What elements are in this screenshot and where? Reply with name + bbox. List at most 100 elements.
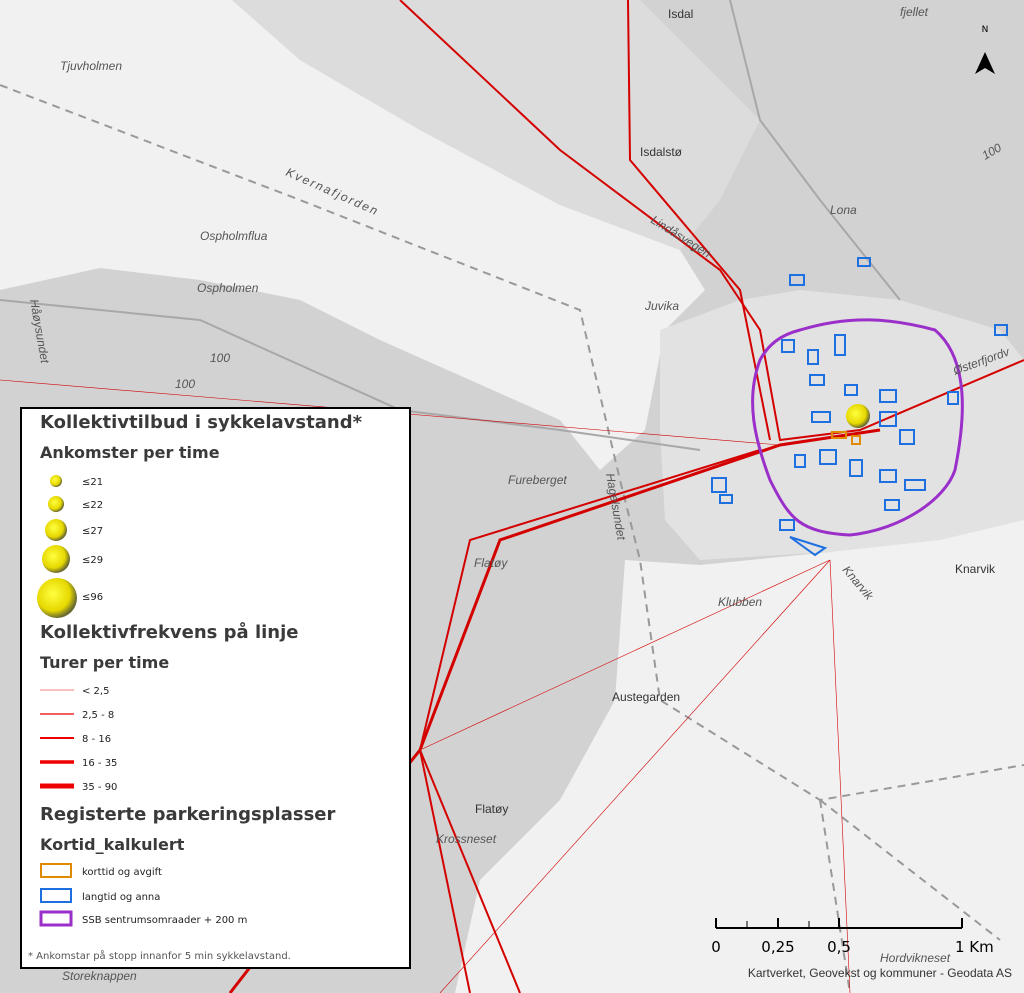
place-labels: Isdalstø bbox=[640, 145, 683, 159]
place-labels: Ospholmflua bbox=[200, 229, 268, 243]
parking-area bbox=[899, 429, 915, 445]
parking-area bbox=[904, 479, 926, 491]
stops-classes: ≤96 bbox=[82, 592, 103, 603]
attribution: Kartverket, Geovekst og kommuner - Geoda… bbox=[748, 966, 1012, 980]
parking-title: Registerte parkeringsplasser bbox=[40, 804, 336, 825]
parking-short bbox=[831, 431, 847, 439]
parking-classes: korttid og avgift bbox=[82, 867, 162, 878]
legend bbox=[50, 475, 62, 487]
transit-line bbox=[829, 559, 851, 993]
stops-subtitle: Ankomster per time bbox=[40, 443, 220, 462]
parking-area bbox=[834, 334, 846, 356]
parking-area bbox=[947, 391, 959, 405]
dashed-boundary bbox=[819, 799, 1001, 941]
parking-subtitle: Kortid_kalkulert bbox=[40, 835, 185, 854]
lines-classes: 2,5 - 8 bbox=[82, 710, 114, 721]
legend bbox=[40, 863, 72, 878]
transit-line bbox=[419, 749, 521, 993]
parking-area bbox=[781, 339, 795, 353]
centre-zone bbox=[751, 318, 964, 537]
scale-bar: 0 0,25 0,5 1 Km bbox=[711, 918, 994, 956]
place-labels: Krossneset bbox=[436, 832, 497, 846]
transit-line bbox=[627, 0, 771, 441]
scale-bar: 0,5 bbox=[827, 938, 851, 956]
parking-area bbox=[857, 257, 871, 267]
place-labels: Lona bbox=[830, 203, 857, 217]
legend bbox=[45, 519, 67, 541]
parking-area bbox=[711, 257, 1008, 557]
stops-classes: ≤21 bbox=[82, 477, 103, 488]
legend bbox=[40, 888, 72, 903]
place-labels: Juvika bbox=[644, 299, 679, 313]
place-labels: 100 bbox=[175, 377, 195, 391]
parking-short bbox=[851, 435, 861, 445]
place-labels: Hordvikneset bbox=[880, 951, 951, 965]
parking-classes: SSB sentrumsomraader + 200 m bbox=[82, 915, 247, 926]
parking-area bbox=[779, 519, 795, 531]
north-arrow bbox=[975, 52, 995, 74]
legend bbox=[39, 910, 73, 927]
parking-area bbox=[794, 454, 806, 468]
place-labels: Ospholmen bbox=[197, 281, 259, 295]
stops-classes: ≤22 bbox=[82, 500, 103, 511]
lines-classes: 8 - 16 bbox=[82, 734, 111, 745]
parking-area bbox=[809, 374, 825, 386]
stops-title: Kollektivtilbud i sykkelavstand* bbox=[40, 412, 363, 433]
parking-area bbox=[711, 477, 727, 493]
place-labels: Fureberget bbox=[508, 473, 567, 487]
dashed-boundary bbox=[0, 84, 1024, 802]
scale-bar: 1 Km bbox=[955, 938, 994, 956]
parking-short bbox=[831, 431, 861, 445]
parking-classes: langtid og anna bbox=[82, 892, 160, 903]
legend: Kollektivtilbud i sykkelavstand* Ankomst… bbox=[20, 407, 411, 969]
transit-line bbox=[419, 749, 471, 993]
parking-area bbox=[719, 494, 733, 504]
parking-area bbox=[994, 324, 1008, 336]
terrain bbox=[455, 520, 1024, 993]
place-labels: Storeknappen bbox=[62, 969, 137, 983]
parking-area bbox=[789, 274, 805, 286]
legend bbox=[42, 545, 70, 573]
stops-classes: ≤29 bbox=[82, 555, 103, 566]
north-arrow: N bbox=[975, 25, 995, 74]
scale-bar: 0 bbox=[711, 938, 721, 956]
transit-line bbox=[419, 449, 761, 751]
transit-line bbox=[419, 559, 831, 751]
transit-line bbox=[439, 559, 831, 993]
parking-area bbox=[879, 389, 897, 403]
legend bbox=[48, 496, 64, 512]
footnote: * Ankomstar på stopp innanfor 5 min sykk… bbox=[28, 949, 291, 962]
place-labels: Austegarden bbox=[612, 690, 680, 704]
north-label: N bbox=[982, 25, 989, 35]
parking-area bbox=[879, 411, 897, 427]
transit-line bbox=[399, 0, 1024, 442]
road bbox=[729, 0, 901, 301]
dashed-boundary bbox=[0, 84, 1024, 993]
parking-area bbox=[789, 536, 828, 557]
scale-bar: 0,25 bbox=[761, 938, 794, 956]
parking-area bbox=[884, 499, 900, 511]
terrain bbox=[660, 290, 1024, 560]
parking-area bbox=[849, 459, 863, 477]
place-labels: Klubben bbox=[718, 595, 762, 609]
place-labels: 100 bbox=[210, 351, 230, 365]
legend bbox=[37, 578, 77, 618]
lines-title: Kollektivfrekvens på linje bbox=[40, 621, 298, 643]
place-labels: fjellet bbox=[900, 5, 929, 19]
parking-area bbox=[844, 384, 858, 396]
stop bbox=[846, 404, 870, 428]
place-labels: Knarvik bbox=[955, 562, 996, 576]
stops-classes: ≤27 bbox=[82, 526, 103, 537]
place-labels: Tjuvholmen bbox=[60, 59, 122, 73]
parking-area bbox=[879, 469, 897, 483]
place-labels: Isdal bbox=[668, 7, 693, 21]
parking-area bbox=[811, 411, 831, 423]
parking-area bbox=[819, 449, 837, 465]
dashed-boundary bbox=[819, 799, 851, 993]
parking-area bbox=[807, 349, 819, 365]
lines-subtitle: Turer per time bbox=[40, 653, 169, 672]
lines-classes: < 2,5 bbox=[82, 686, 109, 697]
lines-classes: 35 - 90 bbox=[82, 782, 117, 793]
